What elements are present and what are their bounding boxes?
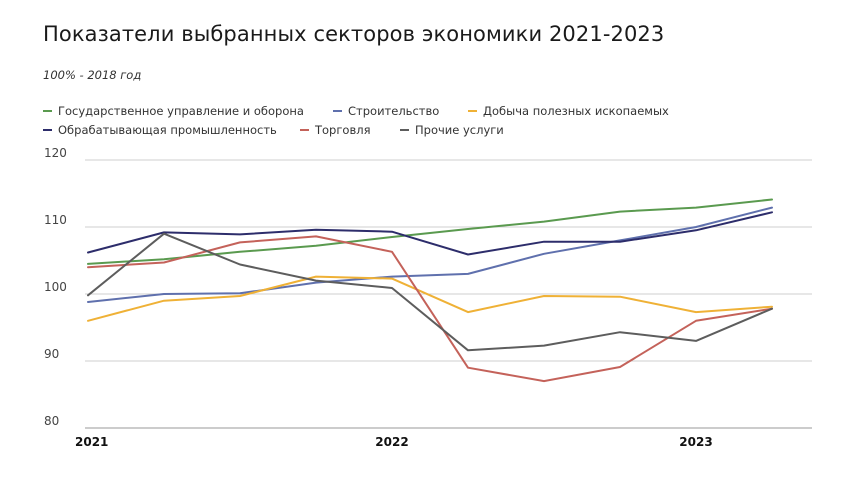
legend-label-manufacturing: Обрабатывающая промышленность (58, 123, 277, 137)
legend-item-government: Государственное управление и оборона (43, 104, 304, 118)
legend-label-other-services: Прочие услуги (415, 123, 504, 137)
legend-item-construction: Строительство (333, 104, 439, 118)
series-line-4 (87, 235, 773, 383)
legend-item-trade: Торговля (300, 123, 370, 137)
y-tick-label-90: 90 (44, 347, 59, 361)
legend-swatch-government (43, 110, 52, 112)
legend-item-manufacturing: Обрабатывающая промышленность (43, 123, 277, 137)
series-lines (87, 198, 773, 383)
y-tick-label-110: 110 (44, 213, 67, 227)
chart-title: Показатели выбранных секторов экономики … (43, 22, 665, 46)
legend-label-trade: Торговля (315, 123, 371, 137)
series-line-1 (87, 206, 773, 303)
series-line-0 (87, 198, 773, 265)
legend-item-other-services: Прочие услуги (400, 123, 504, 137)
legend-swatch-construction (333, 110, 342, 112)
x-tick-label-2021: 2021 (75, 435, 108, 449)
y-tick-label-80: 80 (44, 414, 59, 428)
legend-label-mining: Добыча полезных ископаемых (483, 104, 669, 118)
legend-swatch-mining (468, 110, 477, 112)
chart-subtitle: 100% - 2018 год (43, 68, 142, 82)
y-tick-label-120: 120 (44, 146, 67, 160)
y-axis-ticks: 80 90 100 110 120 (44, 146, 67, 428)
legend-label-construction: Строительство (348, 104, 440, 118)
series-line-3 (87, 211, 773, 256)
series-line-2 (87, 275, 773, 322)
legend-item-mining: Добыча полезных ископаемых (468, 104, 669, 118)
x-tick-label-2023: 2023 (679, 435, 712, 449)
x-tick-label-2022: 2022 (375, 435, 408, 449)
y-tick-label-100: 100 (44, 280, 67, 294)
legend-swatch-trade (300, 129, 309, 131)
series-line-5 (87, 232, 773, 352)
x-axis-ticks: 2021 2022 2023 (75, 435, 713, 449)
legend-swatch-manufacturing (43, 129, 52, 131)
legend-swatch-other-services (400, 129, 409, 131)
legend-label-government: Государственное управление и оборона (58, 104, 304, 118)
